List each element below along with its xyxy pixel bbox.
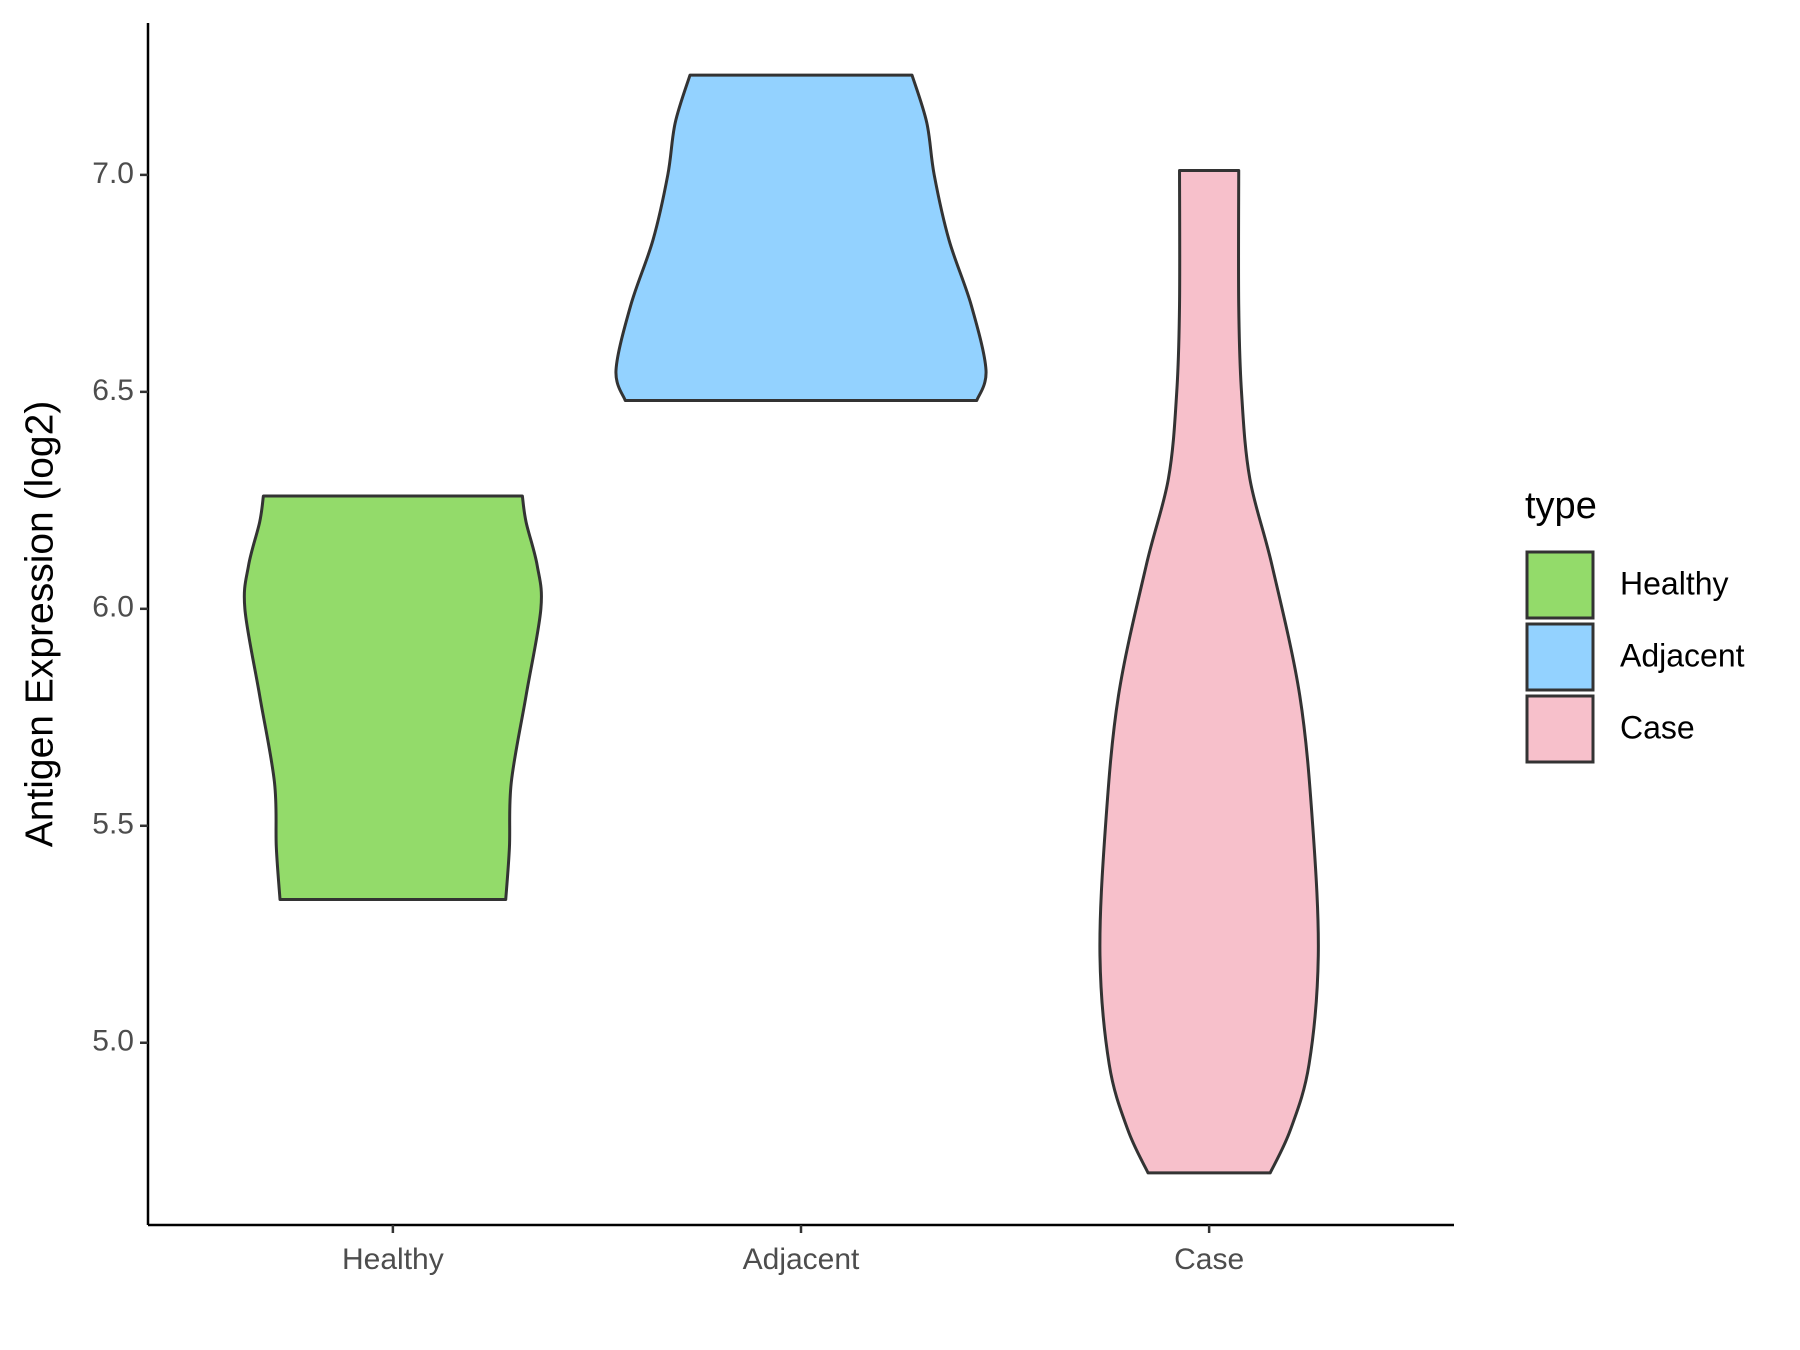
x-tick-label: Case	[1174, 1243, 1244, 1276]
legend-title: type	[1525, 485, 1597, 527]
legend-key	[1525, 622, 1595, 692]
y-tick-label: 5.5	[92, 808, 134, 841]
legend-label: Adjacent	[1620, 637, 1745, 673]
x-tick-label: Healthy	[342, 1243, 444, 1276]
legend-label: Case	[1620, 709, 1695, 745]
y-tick-label: 5.0	[92, 1025, 134, 1058]
legend-key	[1525, 550, 1595, 620]
violin	[614, 73, 988, 403]
violin	[1098, 169, 1320, 1175]
legend-key	[1525, 694, 1595, 764]
y-tick-label: 6.0	[92, 591, 134, 624]
y-axis-title: Antigen Expression (log2)	[18, 401, 61, 848]
y-tick-label: 6.5	[92, 374, 134, 407]
y-tick-label: 7.0	[92, 157, 134, 190]
violin	[242, 494, 543, 902]
x-tick-label: Adjacent	[743, 1243, 860, 1276]
legend-label: Healthy	[1620, 565, 1729, 601]
